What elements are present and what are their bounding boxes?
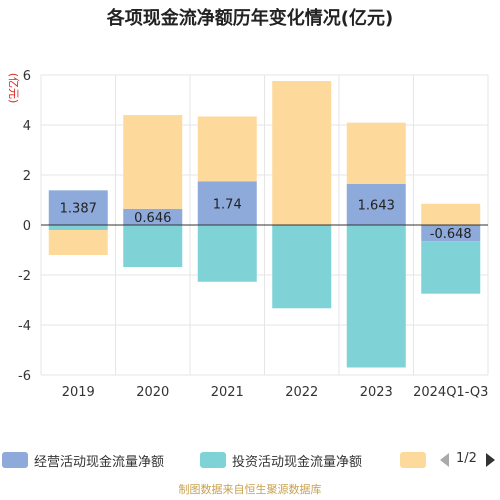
y-tick-label: 4	[23, 119, 31, 134]
bar-1-2023	[346, 225, 406, 368]
bar-1-2022	[272, 225, 332, 309]
bar-0-2021	[197, 181, 257, 225]
legend-next-arrow-icon[interactable]	[486, 453, 495, 467]
legend-swatch-investing	[200, 452, 226, 468]
bar-2-2022	[272, 81, 332, 225]
bar-1-2019	[48, 225, 108, 230]
source-note: 制图数据来自恒生聚源数据库	[178, 483, 322, 496]
y-tick-label: 2	[23, 169, 31, 184]
x-tick-label: 2019	[62, 385, 95, 400]
bar-0-2020	[123, 208, 183, 225]
bar-1-2024Q1-Q3	[421, 241, 481, 294]
y-tick-label: 0	[23, 219, 31, 234]
y-tick-label: -2	[18, 269, 31, 284]
bar-2-2024Q1-Q3	[421, 203, 481, 225]
bar-0-2019	[48, 190, 108, 225]
bar-2-2021	[197, 116, 257, 182]
chart-title: 各项现金流净额历年变化情况(亿元)	[106, 8, 394, 29]
legend-label-investing: 投资活动现金流量净额	[232, 455, 363, 470]
bar-0-2024Q1-Q3	[421, 225, 481, 242]
data-labels: 1.387 0.646 1.74 1.643 -0.648	[60, 197, 472, 242]
x-tick-label: 2022	[285, 385, 318, 400]
data-label-2021: 1.74	[213, 197, 242, 212]
chart-canvas: 1.387 0.646 1.74 1.643 -0.648 -6 -4 -2 0 2 4 6 2019…	[7, 69, 489, 400]
legend-prev-arrow-icon[interactable]	[440, 453, 449, 467]
data-label-2020: 0.646	[134, 211, 171, 226]
y-tick-label: 6	[23, 69, 31, 84]
x-tick-label: 2023	[360, 385, 393, 400]
bar-0-2023	[346, 183, 406, 225]
data-label-2023: 1.643	[358, 198, 395, 213]
y-tick-label: -6	[18, 369, 31, 384]
data-label-2024Q1-Q3: -0.648	[430, 227, 472, 242]
y-tick-label: -4	[18, 319, 31, 334]
legend-label-operating: 经营活动现金流量净额	[34, 455, 165, 470]
y-axis-label: (亿元)	[7, 73, 20, 104]
legend-swatch-operating	[2, 452, 28, 468]
x-tick-label: 2020	[136, 385, 169, 400]
axes: -6 -4 -2 0 2 4 6 2019 2020 2021 2022 2023 2024Q1-Q3 (…	[7, 69, 488, 400]
legend: 经营活动现金流量净额 投资活动现金流量净额 1/2	[0, 449, 500, 471]
legend-pager: 1/2	[440, 449, 500, 471]
data-label-2019: 1.387	[60, 202, 97, 217]
bar-1-2021	[197, 225, 257, 282]
legend-page-indicator: 1/2	[456, 451, 477, 466]
bar-series	[48, 81, 481, 368]
x-tick-label: 2021	[211, 385, 244, 400]
bar-2-2020	[123, 115, 183, 209]
bar-2-2023	[346, 122, 406, 184]
bar-1-2020	[123, 225, 183, 267]
bar-2-2019	[48, 230, 108, 255]
legend-swatch-third	[400, 452, 426, 468]
x-tick-label: 2024Q1-Q3	[413, 385, 488, 400]
